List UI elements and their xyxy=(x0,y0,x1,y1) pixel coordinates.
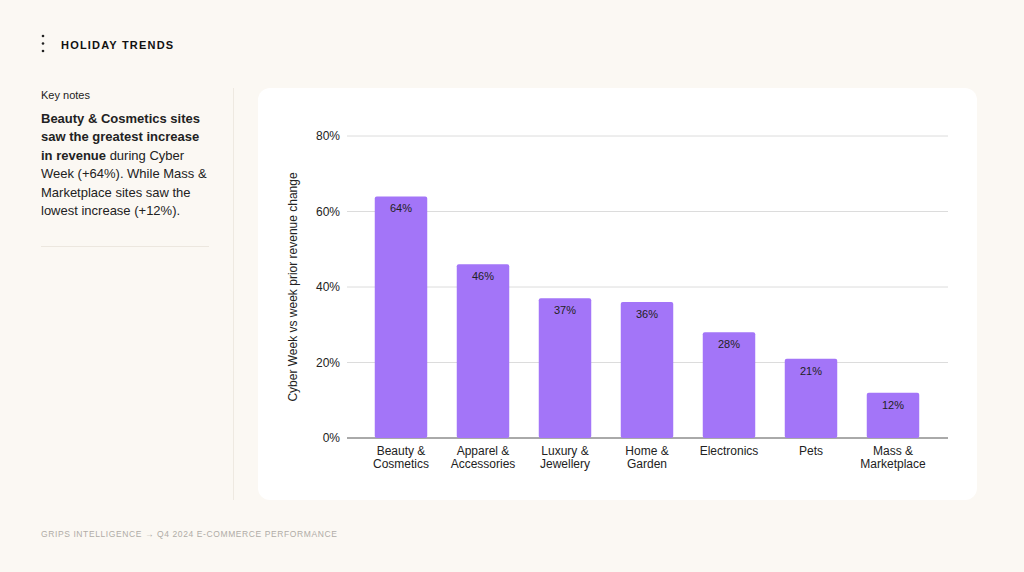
category-label: Home &Garden xyxy=(625,444,668,471)
bar xyxy=(703,332,755,438)
bar xyxy=(457,264,509,438)
separator xyxy=(233,88,234,500)
bar xyxy=(785,359,837,438)
tick-label: 80% xyxy=(316,129,340,143)
category-label: Mass &Marketplace xyxy=(860,444,926,471)
tick-label: 20% xyxy=(316,356,340,370)
category-line: Home & xyxy=(625,444,668,458)
grid-line xyxy=(347,136,948,137)
category-label: Electronics xyxy=(700,444,759,458)
bar xyxy=(375,196,427,438)
data-label: 36% xyxy=(636,308,658,320)
category-label: Pets xyxy=(799,444,823,458)
category-line: Marketplace xyxy=(860,457,926,471)
category-line: Garden xyxy=(627,457,667,471)
tick-label: 40% xyxy=(316,280,340,294)
bar xyxy=(539,298,591,438)
category-line: Cosmetics xyxy=(373,457,429,471)
labels: 64% Beauty &Cosmetics 46% Apparel &Accessor… xyxy=(373,202,926,471)
category-line: Apparel & xyxy=(457,444,510,458)
category-line: Beauty & xyxy=(377,444,426,458)
data-label: 21% xyxy=(800,365,822,377)
tick-label: 60% xyxy=(316,205,340,219)
header: HOLIDAY TRENDS xyxy=(61,39,174,51)
category-label: Apparel &Accessories xyxy=(451,444,516,471)
category-line: Jewellery xyxy=(540,457,590,471)
footer: GRIPS INTELLIGENCE → Q4 2024 E-COMMERCE … xyxy=(41,529,338,539)
notes: Beauty & Cosmetics sites saw the greates… xyxy=(41,110,213,220)
dot xyxy=(42,50,45,53)
divider xyxy=(41,246,209,247)
data-label: 46% xyxy=(472,270,494,282)
category-label: Luxury &Jewellery xyxy=(540,444,590,471)
data-label: 12% xyxy=(882,399,904,411)
dots-svg xyxy=(40,33,48,55)
data-label: 64% xyxy=(390,202,412,214)
grid-line xyxy=(347,211,948,212)
data-label: 37% xyxy=(554,304,576,316)
category-line: Mass & xyxy=(873,444,913,458)
dot xyxy=(42,42,45,45)
category-label: Beauty &Cosmetics xyxy=(373,444,429,471)
category-line: Pets xyxy=(799,444,823,458)
category-line: Electronics xyxy=(700,444,759,458)
chart: 0% 20% 40% 60% 80% Cyber Week vs week prior r… xyxy=(0,0,1024,572)
y-axis-label: Cyber Week vs week prior revenue change xyxy=(286,172,300,402)
category-line: Accessories xyxy=(451,457,516,471)
bar xyxy=(621,302,673,438)
data-label: 28% xyxy=(718,338,740,350)
tick-label: 0% xyxy=(323,431,341,445)
grid-line xyxy=(347,287,948,288)
category-line: Luxury & xyxy=(541,444,588,458)
bars xyxy=(375,196,919,438)
header-dots xyxy=(40,33,48,59)
dot xyxy=(42,35,45,38)
bar xyxy=(867,393,919,438)
notes-heading: Key notes xyxy=(41,89,90,101)
grid xyxy=(347,136,948,438)
